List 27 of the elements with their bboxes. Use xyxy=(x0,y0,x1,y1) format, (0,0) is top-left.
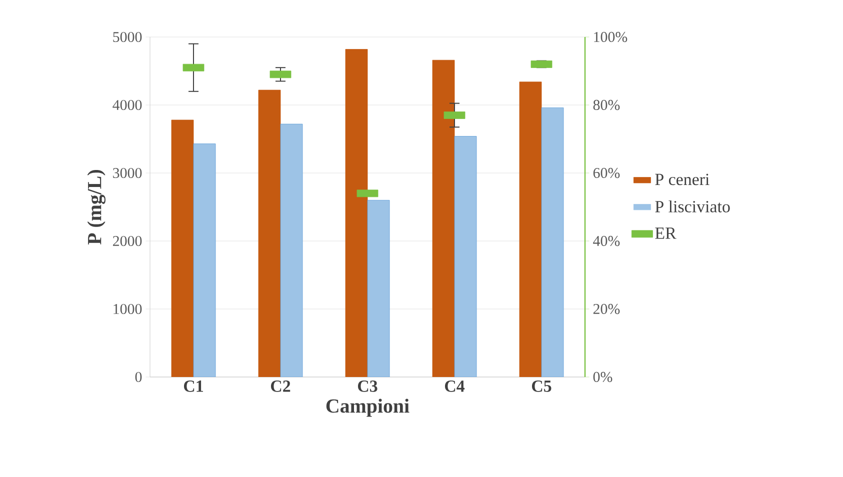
y2-tick-label: 100% xyxy=(594,32,628,42)
y2-tick-label: 80% xyxy=(593,100,620,110)
x-tick-label: C4 xyxy=(444,380,465,392)
x-tick-label: C2 xyxy=(270,380,290,392)
x-tick-label: C5 xyxy=(532,380,552,392)
bar xyxy=(280,124,303,377)
y-tick-label: 0 xyxy=(135,372,142,382)
bar xyxy=(193,144,216,377)
y-tick-label: 2000 xyxy=(112,236,142,246)
legend-label: ER xyxy=(655,228,676,239)
legend-label: P ceneri xyxy=(655,174,710,186)
bar xyxy=(367,200,390,377)
y2-tick-label: 20% xyxy=(593,304,620,314)
y-tick-label: 1000 xyxy=(114,304,142,314)
legend-label: P lisciviato xyxy=(655,200,730,212)
y-tick-label: 4000 xyxy=(112,100,142,110)
x-axis-title: Campioni xyxy=(326,398,410,417)
y-axis-title: P (mg/L) xyxy=(87,170,106,245)
bar xyxy=(541,108,564,377)
y2-tick-label: 40% xyxy=(593,236,620,246)
y2-tick-label: 60% xyxy=(593,168,620,178)
bar xyxy=(454,136,477,377)
x-tick-label: C1 xyxy=(184,380,203,392)
x-tick-label: C3 xyxy=(358,380,378,392)
y-tick-label: 5000 xyxy=(113,32,142,42)
y2-tick-label: 0% xyxy=(593,372,612,382)
y-tick-label: 3000 xyxy=(113,168,142,178)
